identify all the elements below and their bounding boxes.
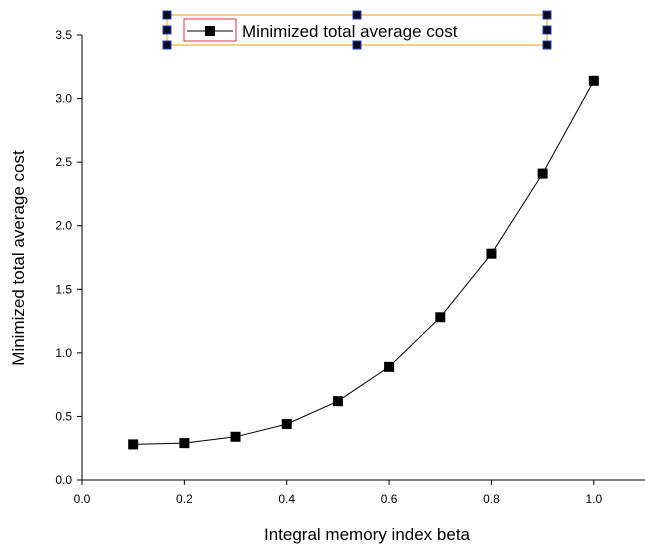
data-point [486,248,497,259]
series-layer [128,75,599,450]
data-point [128,439,139,450]
selection-handle[interactable] [352,10,362,20]
y-tick-label: 0.0 [55,473,72,487]
legend-label: Minimized total average cost [242,22,458,41]
y-tick-label: 0.5 [55,409,72,423]
y-tick-label: 2.0 [55,219,72,233]
data-point [230,431,241,442]
data-point [281,419,292,430]
x-tick-label: 0.0 [74,492,91,506]
selection-handle[interactable] [542,10,552,20]
data-point [332,396,343,407]
x-tick-label: 0.6 [381,492,398,506]
series-line [133,80,595,445]
y-tick-label: 3.5 [55,28,72,42]
data-point [435,312,446,323]
x-axis-ticks: 0.0 0.2 0.4 0.6 0.8 1.0 [74,480,602,506]
selection-handle[interactable] [162,10,172,20]
selection-handle[interactable] [352,40,362,50]
y-axis-ticks: 0.0 0.5 1.0 1.5 2.0 2.5 3.0 3.5 [55,28,82,487]
selection-handles[interactable] [162,10,552,50]
data-point [384,361,395,372]
selection-handle[interactable] [542,25,552,35]
y-tick-label: 3.0 [55,92,72,106]
x-tick-label: 1.0 [585,492,602,506]
x-tick-label: 0.4 [278,492,295,506]
selection-handle[interactable] [162,25,172,35]
selection-handle[interactable] [542,40,552,50]
data-point [537,168,548,179]
y-tick-label: 1.0 [55,346,72,360]
x-tick-label: 0.2 [176,492,193,506]
legend-marker-sample [205,26,215,36]
y-axis-title: Minimized total average cost [9,150,28,366]
x-tick-label: 0.8 [483,492,500,506]
y-tick-label: 2.5 [55,155,72,169]
x-axis-title: Integral memory index beta [264,525,471,544]
selection-handle[interactable] [162,40,172,50]
data-point [588,75,599,86]
legend-symbol-box [183,18,237,42]
data-point [179,438,190,449]
legend[interactable]: Minimized total average cost [162,10,552,50]
y-tick-label: 1.5 [55,282,72,296]
